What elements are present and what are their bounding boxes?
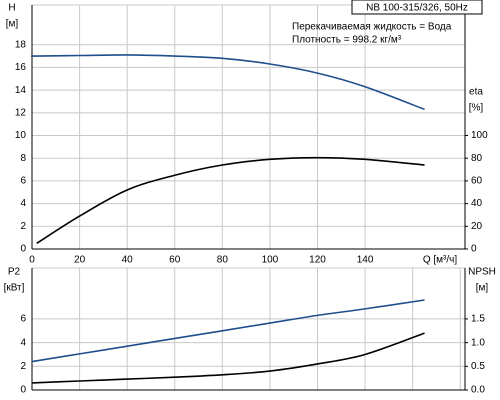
y2-axis-label: NPSH [468, 267, 496, 278]
y2-tick-label: 40 [471, 198, 483, 209]
y-axis-label: [кВт] [4, 283, 25, 294]
y2-axis-label: eta [469, 87, 483, 98]
x-tick-label: 80 [217, 255, 229, 266]
x-tick-label: 0 [29, 255, 35, 266]
y-axis-label: H [8, 3, 15, 14]
x-tick-label: 60 [169, 255, 181, 266]
y-tick-label: 18 [15, 39, 27, 50]
x-axis-label: Q [м³/ч] [423, 255, 458, 266]
y-tick-label: 2 [20, 361, 26, 372]
y-tick-label: 8 [20, 153, 26, 164]
y2-tick-label: 100 [471, 130, 488, 141]
note: Плотность = 998.2 кг/м³ [292, 35, 402, 46]
note: Перекачиваемая жидкость = Вода [292, 22, 452, 33]
x-tick-label: 120 [309, 255, 326, 266]
x-tick-label: 20 [74, 255, 86, 266]
y-tick-label: 14 [15, 85, 27, 96]
y-tick-label: 0 [20, 244, 26, 255]
y2-tick-label: 20 [471, 221, 483, 232]
y2-tick-label: 60 [471, 176, 483, 187]
y-tick-label: 4 [20, 337, 26, 348]
y-tick-label: 16 [15, 62, 27, 73]
y-tick-label: 0 [20, 385, 26, 396]
curve [31, 299, 425, 363]
y2-tick-label: 80 [471, 153, 483, 164]
y-tick-label: 12 [15, 107, 27, 118]
y2-axis-label: [м] [476, 283, 489, 294]
y-tick-label: 6 [20, 176, 26, 187]
y-tick-label: 2 [20, 221, 26, 232]
title: NB 100-315/326, 50Hz [366, 3, 468, 14]
y-tick-label: 4 [20, 198, 26, 209]
x-tick-label: 140 [357, 255, 374, 266]
y-tick-label: 10 [15, 130, 27, 141]
y2-tick-label: 1.5 [471, 314, 485, 325]
x-tick-label: 100 [262, 255, 279, 266]
curve [31, 332, 425, 384]
y-tick-label: 6 [20, 314, 26, 325]
y-axis-label: P2 [8, 267, 21, 278]
y2-tick-label: 0.5 [471, 361, 485, 372]
y2-tick-label: 0 [471, 244, 477, 255]
y2-tick-label: 1.0 [471, 337, 485, 348]
y2-tick-label: 0.0 [471, 385, 485, 396]
y2-axis-label: [%] [469, 103, 484, 114]
curve [30, 54, 425, 111]
x-tick-label: 40 [122, 255, 134, 266]
curve [36, 156, 425, 245]
title-box [351, 0, 483, 15]
plot-frame [31, 267, 466, 391]
y-axis-label: [м] [6, 19, 19, 30]
